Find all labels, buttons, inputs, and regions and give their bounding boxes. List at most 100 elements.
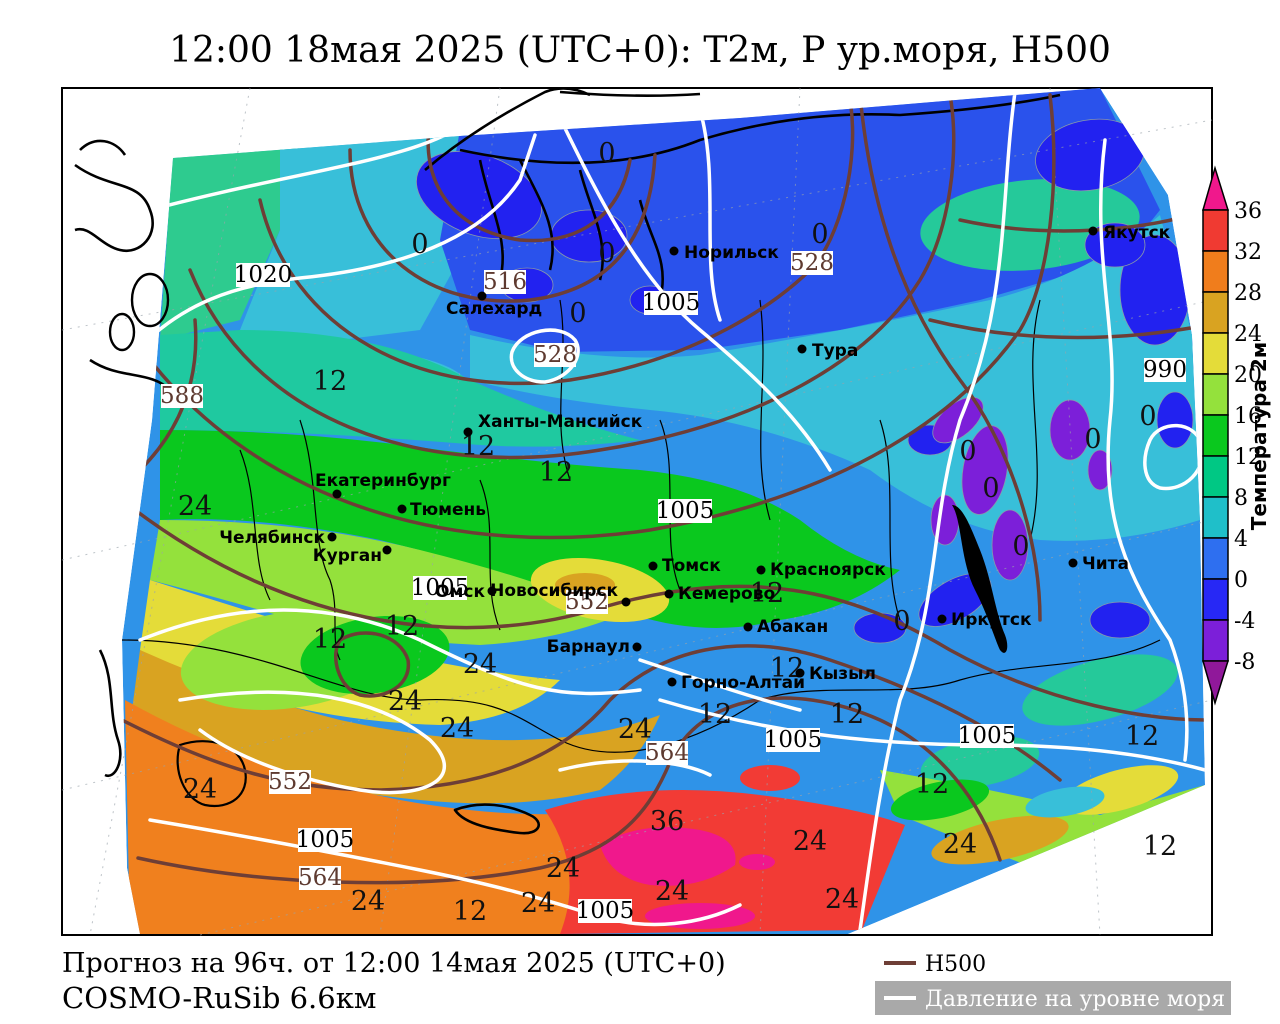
colorbar-band	[1202, 496, 1229, 539]
colorbar-band	[1202, 291, 1229, 334]
temperature-label: 0	[893, 606, 910, 637]
colorbar-band	[1202, 250, 1229, 293]
city-dot	[664, 589, 674, 599]
city-dot	[327, 532, 337, 542]
model-caption: COSMO-RuSib 6.6км	[62, 981, 376, 1015]
city-markers: Норильск Салехард Тура Якутск Ханты-Манс…	[219, 223, 1170, 693]
lake-baikal	[952, 505, 1008, 653]
city-label: Тюмень	[410, 500, 486, 520]
city-marker: Тура	[797, 341, 858, 361]
temperature-label: 0	[959, 436, 976, 467]
city-marker: Красноярск	[756, 560, 886, 580]
city-dot	[669, 246, 679, 256]
colorbar-tick-label: 12	[1234, 445, 1262, 470]
city-label: Курган	[313, 546, 382, 566]
colorbar-tick-label: 24	[1234, 322, 1262, 347]
pressure-label: 1020	[234, 262, 293, 288]
city-dot	[756, 565, 766, 575]
colorbar-band	[1202, 537, 1229, 580]
temperature-label: 12	[385, 611, 419, 642]
temperature-label: 24	[943, 829, 977, 860]
temperature-label: 0	[411, 229, 428, 260]
h500-label: 552	[268, 769, 312, 795]
city-marker: Омск	[435, 582, 497, 602]
h500-label: 564	[298, 865, 342, 891]
city-label: Чита	[1082, 554, 1129, 574]
h500-legend-label: H500	[925, 952, 986, 977]
city-marker: Горно-Алтай	[667, 673, 805, 693]
colorbar-band	[1202, 332, 1229, 375]
colorbar-band	[1202, 578, 1229, 621]
temperature-label: 24	[178, 491, 212, 522]
h500-labels: 516 528 528 588 552 552 564 564	[160, 250, 834, 891]
colorbar-title: Температура 2м	[1247, 342, 1271, 530]
city-label: Екатеринбург	[315, 471, 451, 491]
city-label: Красноярск	[770, 560, 886, 580]
temperature-label: 24	[793, 826, 827, 857]
temperature-label: 24	[463, 649, 497, 680]
temperature-label: 24	[825, 884, 859, 915]
city-marker: Салехард	[446, 291, 542, 319]
pressure-label: 990	[1143, 357, 1187, 383]
temperature-label: 24	[388, 686, 422, 717]
temperature-label: 0	[1084, 424, 1101, 455]
city-dot	[632, 642, 642, 652]
colorbar-tick-label: 8	[1234, 486, 1248, 511]
pressure-label: 1005	[576, 898, 635, 924]
city-dot	[1068, 558, 1078, 568]
city-marker: Новосибирск	[490, 581, 631, 607]
coastlines-and-borders	[74, 87, 1161, 835]
svg-text:1005: 1005	[411, 575, 470, 601]
colorbar-tick-label: 36	[1234, 199, 1262, 224]
city-label: Норильск	[684, 243, 779, 263]
colorbar-arrow-bottom	[1202, 660, 1230, 706]
city-dot	[667, 677, 677, 687]
city-marker: Кемерово	[664, 584, 775, 604]
temperature-label: 12	[313, 366, 347, 397]
pressure-label: 1005	[296, 827, 355, 853]
colorbar-tick-label: 28	[1234, 281, 1262, 306]
pressure-label: 1005	[764, 727, 823, 753]
city-label: Тура	[812, 341, 858, 361]
temperature-label: 24	[618, 714, 652, 745]
city-dot	[797, 344, 807, 354]
city-dot	[463, 427, 473, 437]
city-label: Кемерово	[678, 584, 775, 604]
h500-label: 552	[565, 589, 609, 615]
city-marker: Норильск	[669, 243, 779, 263]
temperature-label: 0	[598, 138, 615, 169]
forecast-caption: Прогноз на 96ч. от 12:00 14мая 2025 (UTC…	[62, 948, 726, 979]
city-label: Горно-Алтай	[681, 673, 805, 693]
very-cold-spots	[930, 396, 1113, 581]
city-label: Барнаул	[547, 637, 630, 657]
city-marker: Чита	[1068, 554, 1129, 574]
temperature-label: 12	[453, 896, 487, 927]
colorbar-band	[1202, 455, 1229, 498]
temperature-label: 12	[539, 457, 573, 488]
city-dot	[382, 545, 392, 555]
city-label: Салехард	[446, 299, 542, 319]
city-label: Челябинск	[219, 528, 325, 548]
colorbar-tick-label: -4	[1234, 609, 1255, 634]
h500-label: 588	[160, 383, 204, 409]
temperature-label: 24	[440, 713, 474, 744]
svg-text:552: 552	[268, 769, 312, 795]
h500-label: 516	[483, 269, 527, 295]
svg-text:1005: 1005	[764, 727, 823, 753]
temperature-label: 24	[351, 886, 385, 917]
temperature-colorbar: 36 32 28 24 20 16 12 8 4 0 -4 -8 Температура 2м	[1202, 165, 1271, 706]
pressure-legend-bg	[875, 981, 1231, 1015]
svg-text:1020: 1020	[234, 262, 293, 288]
temperature-label: 12	[313, 624, 347, 655]
colorbar-tick-label: 4	[1234, 527, 1248, 552]
svg-text:1005: 1005	[958, 723, 1017, 749]
city-dot	[743, 622, 753, 632]
pressure-label: 1005	[656, 498, 715, 524]
city-label: Абакан	[757, 617, 828, 637]
colorbar-band	[1202, 373, 1229, 416]
svg-text:564: 564	[298, 865, 342, 891]
svg-text:516: 516	[483, 269, 527, 295]
legend: H500 Давление на уровне моря	[875, 952, 1231, 1015]
svg-text:528: 528	[533, 342, 577, 368]
